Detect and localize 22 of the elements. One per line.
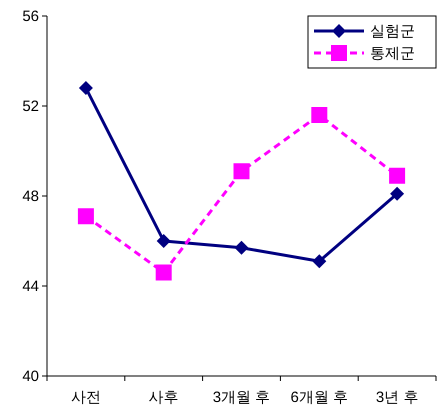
legend-label: 실험군	[370, 23, 415, 40]
y-tick-label: 56	[22, 8, 39, 25]
y-tick-label: 44	[22, 278, 39, 295]
y-tick-label: 48	[22, 188, 39, 205]
point	[312, 254, 326, 268]
x-tick-label: 사전	[70, 389, 101, 406]
x-tick-label: 3개월 후	[212, 389, 270, 406]
x-tick-label: 6개월 후	[290, 389, 348, 406]
point	[78, 81, 93, 95]
y-tick-label: 52	[22, 98, 39, 115]
point	[156, 234, 171, 248]
x-tick-label: 3년 후	[376, 389, 418, 406]
y-tick-label: 40	[22, 368, 39, 385]
point	[389, 168, 406, 184]
point	[156, 264, 172, 280]
point	[78, 208, 94, 224]
legend-label: 통제군	[370, 45, 415, 62]
x-tick-label: 사후	[148, 389, 179, 406]
point	[311, 107, 328, 123]
point	[234, 163, 250, 180]
point	[390, 186, 404, 201]
point	[234, 240, 248, 255]
